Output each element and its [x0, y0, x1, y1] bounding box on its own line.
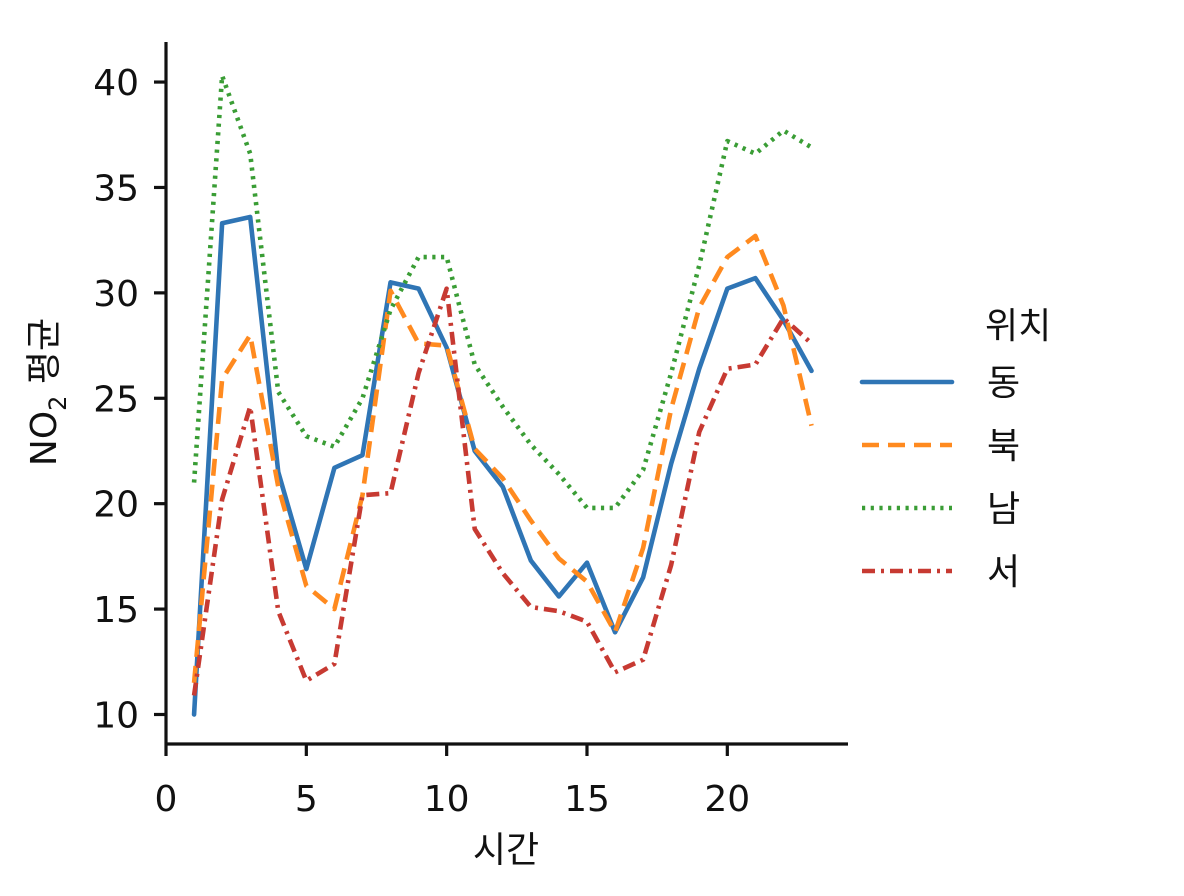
- x-tick-label-0: 0: [155, 779, 178, 820]
- y-tick-label-2: 20: [93, 485, 139, 526]
- legend-label-2: 남: [987, 489, 1020, 530]
- y-tick-label-4: 30: [93, 274, 139, 315]
- y-tick-label-0: 10: [93, 695, 139, 736]
- series-line-0: [191, 214, 814, 717]
- y-axis-title-main: NO: [24, 411, 65, 466]
- legend-title: 위치: [985, 306, 1051, 347]
- x-tick-label-2: 10: [424, 779, 470, 820]
- x-tick-label-4: 20: [704, 779, 750, 820]
- y-tick-label-1: 15: [93, 590, 139, 631]
- legend-label-0: 동: [987, 363, 1020, 404]
- x-ticks: 0 5 10 15 20: [155, 744, 750, 820]
- series-line-1: [191, 233, 814, 684]
- series-line-3: [191, 286, 814, 696]
- y-axis-title: NO2 평균: [24, 318, 72, 466]
- x-tick-label-1: 5: [295, 779, 318, 820]
- series-layer: [191, 73, 814, 717]
- x-axis-title: 시간: [473, 830, 539, 871]
- y-tick-label-6: 40: [93, 63, 139, 104]
- series-line-2: [191, 73, 813, 511]
- y-ticks: 10 15 20 25 30 35 40: [93, 63, 166, 736]
- y-axis-title-suffix: 평균: [24, 318, 65, 396]
- y-tick-label-5: 35: [93, 168, 139, 209]
- legend-label-1: 북: [987, 426, 1020, 467]
- y-tick-label-3: 25: [93, 379, 139, 420]
- y-axis-title-subscript: 2: [44, 396, 72, 411]
- x-tick-label-3: 15: [564, 779, 610, 820]
- legend-label-3: 서: [987, 552, 1020, 593]
